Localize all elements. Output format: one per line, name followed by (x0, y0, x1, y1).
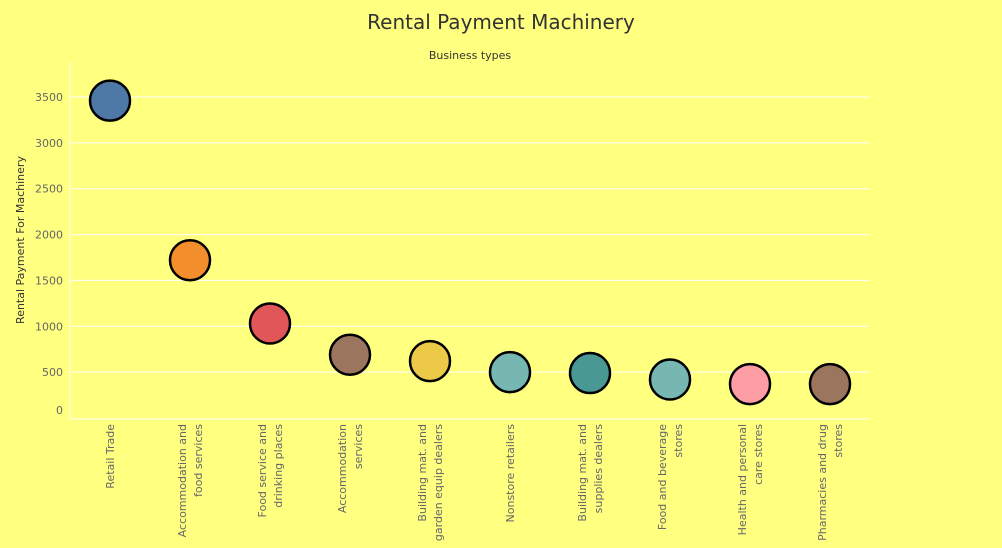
x-category-label-line: Food and beverage (656, 424, 669, 530)
x-category-label: Health and personal care stores (736, 424, 765, 536)
data-point[interactable] (328, 333, 372, 376)
x-category-label-line: Retail Trade (104, 424, 117, 489)
y-tick-label: 3000 (35, 137, 63, 150)
x-category-label: Building mat. and supplies dealers (576, 424, 605, 522)
x-category-label-line: stores (672, 424, 685, 458)
y-tick-label: 2500 (35, 183, 63, 196)
x-category-label-line: supplies dealers (592, 424, 605, 514)
x-category-label: Accommodation services (336, 424, 365, 513)
y-tick-label: 1500 (35, 274, 63, 287)
data-point[interactable] (248, 302, 292, 345)
y-tick-label: 500 (42, 366, 63, 379)
data-point[interactable] (808, 362, 852, 406)
data-point[interactable] (728, 362, 772, 406)
x-category-label-line: Nonstore retailers (504, 424, 517, 523)
data-point[interactable] (648, 358, 692, 401)
data-point[interactable] (168, 239, 212, 282)
axis-layer: 0 500 1000 1500 2000 2500 3000 3500 Rental Payme… (14, 62, 870, 420)
data-point[interactable] (88, 79, 132, 122)
x-category-label-line: garden equip dealers (432, 424, 445, 541)
chart-title: Rental Payment Machinery (367, 10, 635, 34)
x-category-label: Building mat. and garden equip dealers (416, 424, 445, 541)
x-category-label-line: Accommodation (336, 424, 349, 513)
y-tick-label: 3500 (35, 91, 63, 104)
x-category-label-line: food services (192, 424, 205, 497)
x-category-label: Pharmacies and drug stores (816, 424, 845, 541)
x-category-label-line: services (352, 424, 365, 469)
x-category-label: Nonstore retailers (504, 424, 517, 523)
x-category-label-line: Pharmacies and drug (816, 424, 829, 541)
x-category-label: Food and beverage stores (656, 424, 685, 530)
data-point[interactable] (408, 339, 452, 383)
chart-subtitle: Business types (428, 49, 512, 62)
label-layer: Retail Trade Accommodation and food servic… (104, 424, 845, 541)
x-category-label-line: Accommodation and (176, 424, 189, 537)
y-tick-label: 0 (56, 404, 63, 417)
grid-layer (70, 96, 870, 373)
y-tick-label: 2000 (35, 229, 63, 242)
data-point[interactable] (568, 351, 612, 395)
x-category-label-line: Health and personal (736, 424, 749, 535)
x-category-label-line: Food service and (256, 424, 269, 517)
y-tick-label: 1000 (35, 320, 63, 333)
y-axis-label: Rental Payment For Machinery (14, 156, 27, 324)
data-point[interactable] (488, 350, 532, 394)
marks-layer (88, 79, 852, 406)
x-category-label-line: drinking places (272, 424, 285, 508)
x-category-label: Accommodation and food services (176, 424, 205, 538)
x-category-label-line: Building mat. and (576, 424, 589, 522)
x-category-label-line: stores (832, 424, 845, 458)
x-category-label-line: Building mat. and (416, 424, 429, 522)
x-category-label-line: care stores (752, 424, 765, 485)
x-category-label: Food service and drinking places (256, 424, 285, 518)
x-category-label: Retail Trade (104, 424, 117, 489)
